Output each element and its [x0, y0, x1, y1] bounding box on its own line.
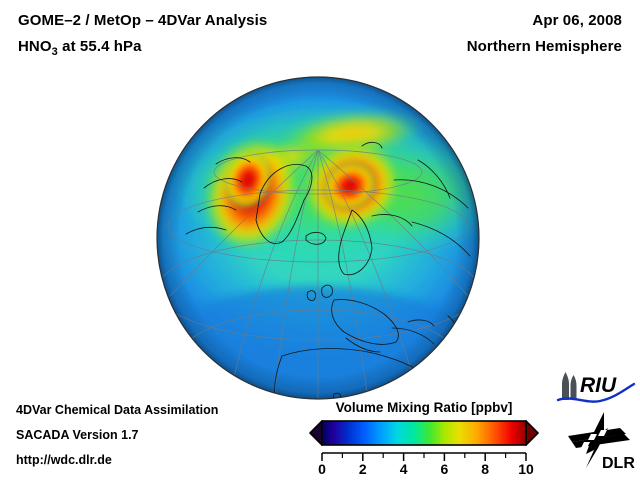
species-pressure-level: at 55.4 hPa — [57, 38, 142, 55]
colorbar: Volume Mixing Ratio [ppbv] — [306, 400, 542, 476]
colorbar-gradient — [321, 420, 527, 446]
globe-outline — [156, 76, 480, 400]
species-formula-base: HNO — [18, 38, 52, 55]
colorbar-extend-high-arrow — [525, 420, 539, 446]
colorbar-minor-ticks — [341, 453, 507, 458]
date-label: Apr 06, 2008 — [532, 12, 622, 29]
colorbar-tick-label: 2 — [359, 461, 367, 475]
region-label: Northern Hemisphere — [466, 38, 622, 55]
colorbar-tick-label: 8 — [481, 461, 489, 475]
riu-wave-icon — [556, 382, 636, 403]
dlr-star-icon — [568, 412, 630, 468]
riu-wordmark: RIU — [580, 374, 617, 397]
colorbar-extend-low-arrow — [309, 420, 323, 446]
concentration-field — [157, 77, 479, 399]
riu-logo: RIU — [556, 372, 636, 403]
riu-tower-icon — [562, 372, 577, 400]
colorbar-tick-labels: 0 2 4 6 8 10 — [318, 461, 534, 475]
dlr-wordmark: DLR — [602, 455, 635, 472]
colorbar-tick-label: 0 — [318, 461, 326, 475]
colorbar-tick-label: 4 — [400, 461, 408, 475]
colorbar-scale: 0 2 4 6 8 10 — [309, 420, 539, 475]
footer-url-link[interactable]: http://wdc.dlr.de — [16, 453, 112, 467]
footer-assimilation-label: 4DVar Chemical Data Assimilation — [16, 403, 219, 417]
footer-version-label: SACADA Version 1.7 — [16, 428, 139, 442]
orthographic-globe — [156, 76, 480, 400]
species-label: HNO3 at 55.4 hPa — [18, 38, 142, 58]
colorbar-tick-label: 10 — [518, 461, 534, 475]
species-formula-subscript: 3 — [51, 46, 58, 58]
globe-map — [156, 76, 480, 400]
colorbar-title: Volume Mixing Ratio [ppbv] — [335, 400, 513, 415]
colorbar-tick-label: 6 — [441, 461, 449, 475]
dlr-logo: DLR — [568, 412, 635, 472]
page-title: GOME–2 / MetOp – 4DVar Analysis — [18, 12, 268, 29]
